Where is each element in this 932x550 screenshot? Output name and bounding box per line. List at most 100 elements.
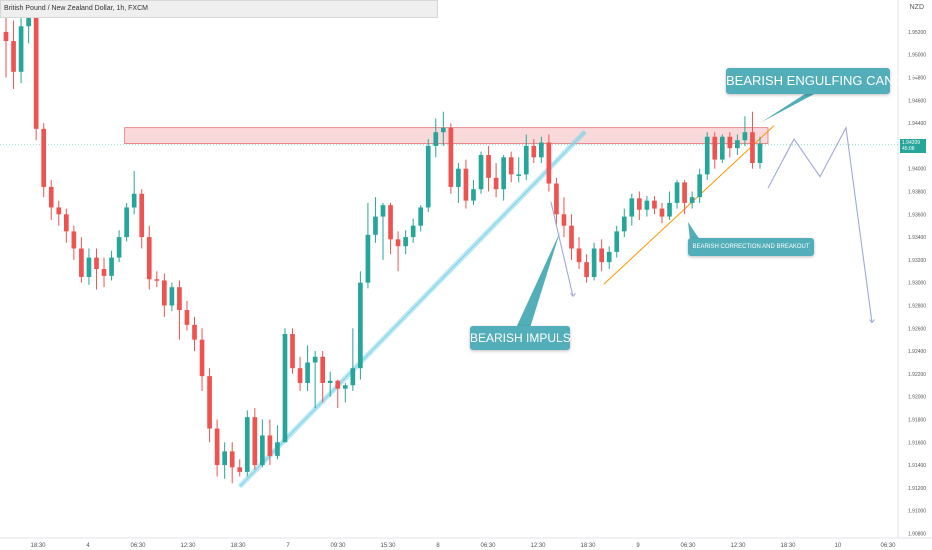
candle-body [659, 208, 665, 217]
candle-body [644, 200, 650, 210]
last-price-value: 1.94209 [902, 140, 921, 146]
candle-body [727, 136, 733, 149]
candle-body [614, 231, 620, 252]
candle-body [757, 143, 763, 163]
candle-body [244, 417, 250, 472]
symbol-text: British Pound / New Zealand Dollar, 1h, … [4, 5, 148, 12]
candle-body [41, 128, 47, 187]
candle-body [493, 177, 499, 190]
candle-body [486, 155, 491, 178]
candle-body [516, 174, 522, 176]
candle-body [365, 234, 371, 283]
candle-body [222, 451, 227, 466]
symbol-legend: British Pound / New Zealand Dollar, 1h, … [0, 0, 438, 18]
candle-body [523, 145, 529, 175]
candle-body [56, 207, 62, 215]
x-tick-label: 8 [436, 543, 440, 549]
candle-body [674, 182, 680, 203]
candle-body [652, 200, 657, 209]
projection-forecast-arrow [869, 319, 875, 324]
y-tick-label: 1.92600 [908, 326, 926, 332]
resistance-zone [124, 127, 769, 145]
candle-body [320, 356, 326, 383]
y-tick-label: 1.91400 [908, 463, 926, 469]
candle-body [116, 237, 122, 258]
y-tick-label: 1.91800 [908, 417, 926, 423]
candle-body [71, 231, 77, 249]
candle-body [312, 356, 318, 363]
candle-body [177, 287, 182, 311]
candle-body [471, 189, 476, 201]
x-tick-label: 15:30 [380, 543, 396, 549]
x-tick-label: 9 [636, 543, 640, 549]
candle-body [63, 214, 69, 232]
candle-body [448, 127, 454, 187]
callout-engulfing[interactable]: BEARISH ENGULFING CANDLE [726, 68, 919, 94]
candle-body [629, 198, 635, 217]
candle-body [425, 145, 431, 208]
rising-channel-edge [239, 131, 586, 487]
y-tick-label: 1.92000 [908, 395, 926, 401]
callout-correction-pointer [688, 222, 700, 240]
x-tick-label: 12:30 [530, 543, 546, 549]
candle-body [192, 324, 197, 340]
y-tick-label: 1.95200 [908, 30, 926, 36]
candle-body [388, 205, 393, 240]
candle-body [18, 26, 24, 72]
candle-body [275, 442, 280, 456]
y-tick-label: 1.93400 [908, 235, 926, 241]
candle-body [735, 140, 740, 149]
currency-label: NZD [909, 4, 924, 11]
candle-body [667, 202, 672, 217]
y-tick-label: 1.94400 [908, 121, 926, 127]
projection-impulse [550, 201, 574, 297]
candle-body [290, 333, 295, 369]
projection-impulse-arrow [570, 293, 576, 298]
candle-body [252, 417, 258, 466]
candle-body [418, 207, 424, 226]
y-tick-label: 1.94000 [908, 167, 926, 173]
x-tick-label: 18:30 [30, 543, 46, 549]
candle-body [373, 216, 378, 235]
candle-body [433, 132, 439, 146]
candle-body [207, 376, 212, 429]
x-tick-label: 4 [86, 543, 90, 549]
candle-body [305, 362, 310, 383]
candle-body [282, 333, 288, 443]
callout-impulse-pointer [516, 232, 560, 328]
y-tick-label: 1.94600 [908, 98, 926, 104]
y-tick-label: 1.93200 [908, 258, 926, 264]
candle-body [682, 182, 687, 203]
candle-body [184, 310, 190, 325]
candle-body [689, 197, 695, 203]
candle-body [139, 193, 145, 238]
candle-body [162, 280, 167, 306]
candle-body [101, 269, 107, 276]
candle-body [554, 183, 559, 215]
y-tick-label: 1.93000 [908, 281, 926, 287]
x-tick-label: 06:30 [880, 543, 896, 549]
candle-body [214, 428, 220, 466]
candle-body [380, 205, 386, 217]
candle-body [94, 257, 99, 269]
candle-body [478, 155, 484, 190]
x-tick-label: 06:30 [680, 543, 696, 549]
candle-body [501, 157, 506, 190]
candle-body [169, 287, 175, 306]
x-tick-label: 18:30 [230, 543, 246, 549]
candle-body [260, 435, 265, 466]
correction-trendline [603, 125, 775, 285]
y-tick-label: 1.93800 [908, 189, 926, 195]
candle-body [508, 157, 514, 175]
callout-impulse[interactable]: BEARISH IMPULSE [470, 326, 579, 350]
candle-body [440, 127, 446, 133]
candle-body [712, 136, 718, 160]
y-tick-label: 1.92200 [908, 372, 926, 378]
candle-body [154, 279, 160, 281]
candle-body [11, 41, 16, 72]
x-tick-label: 06:30 [480, 543, 496, 549]
y-tick-label: 1.91000 [908, 509, 926, 515]
callout-correction[interactable]: BEARISH CORRECTION AND BREAKOUT [688, 238, 814, 256]
